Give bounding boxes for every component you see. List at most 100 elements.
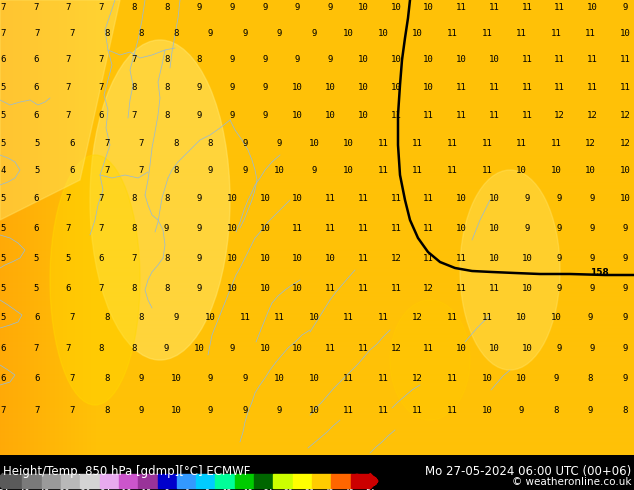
Text: 5: 5 xyxy=(0,82,6,92)
Text: 7: 7 xyxy=(66,194,71,202)
Text: 11: 11 xyxy=(585,28,596,38)
Text: Mo 27-05-2024 06:00 UTC (00+06): Mo 27-05-2024 06:00 UTC (00+06) xyxy=(425,465,631,478)
Text: 6: 6 xyxy=(98,111,104,120)
Text: 11: 11 xyxy=(516,139,527,147)
Text: 36: 36 xyxy=(304,489,314,490)
Text: 7: 7 xyxy=(70,28,75,38)
Text: 10: 10 xyxy=(343,28,354,38)
Text: 10: 10 xyxy=(259,194,270,202)
Text: 11: 11 xyxy=(521,2,532,11)
Text: 9: 9 xyxy=(197,111,202,120)
Text: 11: 11 xyxy=(391,194,401,202)
Text: 8: 8 xyxy=(131,223,137,232)
Text: 10: 10 xyxy=(309,139,320,147)
Text: 10: 10 xyxy=(489,55,500,65)
Text: 5: 5 xyxy=(0,313,6,321)
Text: 7: 7 xyxy=(131,253,137,263)
Text: 9: 9 xyxy=(590,253,595,263)
Text: 10: 10 xyxy=(619,28,630,38)
Text: 6: 6 xyxy=(33,82,39,92)
Text: 10: 10 xyxy=(358,82,368,92)
Text: 7: 7 xyxy=(98,194,104,202)
Text: 11: 11 xyxy=(447,406,458,415)
Text: 6: 6 xyxy=(0,55,6,65)
Polygon shape xyxy=(0,473,3,489)
Text: 9: 9 xyxy=(262,2,268,11)
Text: 11: 11 xyxy=(424,194,434,202)
Text: 8: 8 xyxy=(131,284,137,293)
Text: 7: 7 xyxy=(33,343,39,352)
Text: 30: 30 xyxy=(283,489,294,490)
Text: 11: 11 xyxy=(325,194,336,202)
Text: -48: -48 xyxy=(17,489,30,490)
Text: 12: 12 xyxy=(223,489,232,490)
Text: 10: 10 xyxy=(489,343,500,352)
Text: 10: 10 xyxy=(489,194,500,202)
Text: 5: 5 xyxy=(0,253,6,263)
Text: 6: 6 xyxy=(66,284,71,293)
Text: 11: 11 xyxy=(619,82,630,92)
Text: 9: 9 xyxy=(519,406,524,415)
Bar xyxy=(196,474,216,488)
Text: 10: 10 xyxy=(259,223,270,232)
Text: 9: 9 xyxy=(230,55,235,65)
Text: 7: 7 xyxy=(66,55,71,65)
Text: 10: 10 xyxy=(358,2,368,11)
Text: 9: 9 xyxy=(590,343,595,352)
Text: 7: 7 xyxy=(104,166,109,174)
Text: 11: 11 xyxy=(456,284,467,293)
Text: 11: 11 xyxy=(391,111,401,120)
Bar xyxy=(100,474,119,488)
Text: 10: 10 xyxy=(516,313,527,321)
Text: 10: 10 xyxy=(358,55,368,65)
Text: 10: 10 xyxy=(292,82,303,92)
Text: 10: 10 xyxy=(585,166,596,174)
Text: 9: 9 xyxy=(208,406,213,415)
Text: 10: 10 xyxy=(516,373,527,383)
Text: 5: 5 xyxy=(66,253,71,263)
Ellipse shape xyxy=(50,155,140,405)
Text: 8: 8 xyxy=(98,343,104,352)
Bar xyxy=(235,474,254,488)
Text: 158: 158 xyxy=(590,268,609,276)
Text: 10: 10 xyxy=(391,2,401,11)
Text: 10: 10 xyxy=(587,2,598,11)
Text: 10: 10 xyxy=(521,253,532,263)
Text: 9: 9 xyxy=(277,139,282,147)
Text: 7: 7 xyxy=(0,28,6,38)
Text: 9: 9 xyxy=(277,406,282,415)
Text: Height/Temp. 850 hPa [gdmp][°C] ECMWF: Height/Temp. 850 hPa [gdmp][°C] ECMWF xyxy=(3,465,250,478)
Text: 12: 12 xyxy=(391,253,401,263)
Text: 11: 11 xyxy=(521,82,532,92)
Text: 9: 9 xyxy=(242,28,247,38)
Text: 8: 8 xyxy=(104,28,109,38)
Text: 11: 11 xyxy=(424,223,434,232)
Text: 6: 6 xyxy=(33,223,39,232)
Text: 10: 10 xyxy=(309,373,320,383)
Text: 9: 9 xyxy=(197,284,202,293)
Text: 9: 9 xyxy=(164,343,169,352)
Text: 10: 10 xyxy=(292,111,303,120)
Text: 11: 11 xyxy=(325,284,336,293)
Text: 9: 9 xyxy=(242,406,247,415)
Text: 5: 5 xyxy=(0,284,6,293)
Bar xyxy=(351,474,370,488)
Text: 9: 9 xyxy=(197,253,202,263)
Text: 9: 9 xyxy=(623,373,628,383)
Text: 11: 11 xyxy=(424,253,434,263)
Bar xyxy=(293,474,312,488)
Text: 5: 5 xyxy=(0,139,6,147)
Text: 10: 10 xyxy=(456,223,467,232)
Text: 11: 11 xyxy=(516,28,527,38)
Text: 11: 11 xyxy=(378,139,389,147)
Text: 11: 11 xyxy=(358,223,368,232)
Text: -18: -18 xyxy=(119,489,131,490)
Text: 10: 10 xyxy=(171,373,181,383)
Text: 9: 9 xyxy=(208,28,213,38)
Text: 5: 5 xyxy=(33,253,39,263)
Text: 10: 10 xyxy=(325,82,336,92)
Text: 5: 5 xyxy=(0,194,6,202)
Text: 10: 10 xyxy=(550,313,561,321)
Ellipse shape xyxy=(460,170,560,370)
Text: 9: 9 xyxy=(590,194,595,202)
